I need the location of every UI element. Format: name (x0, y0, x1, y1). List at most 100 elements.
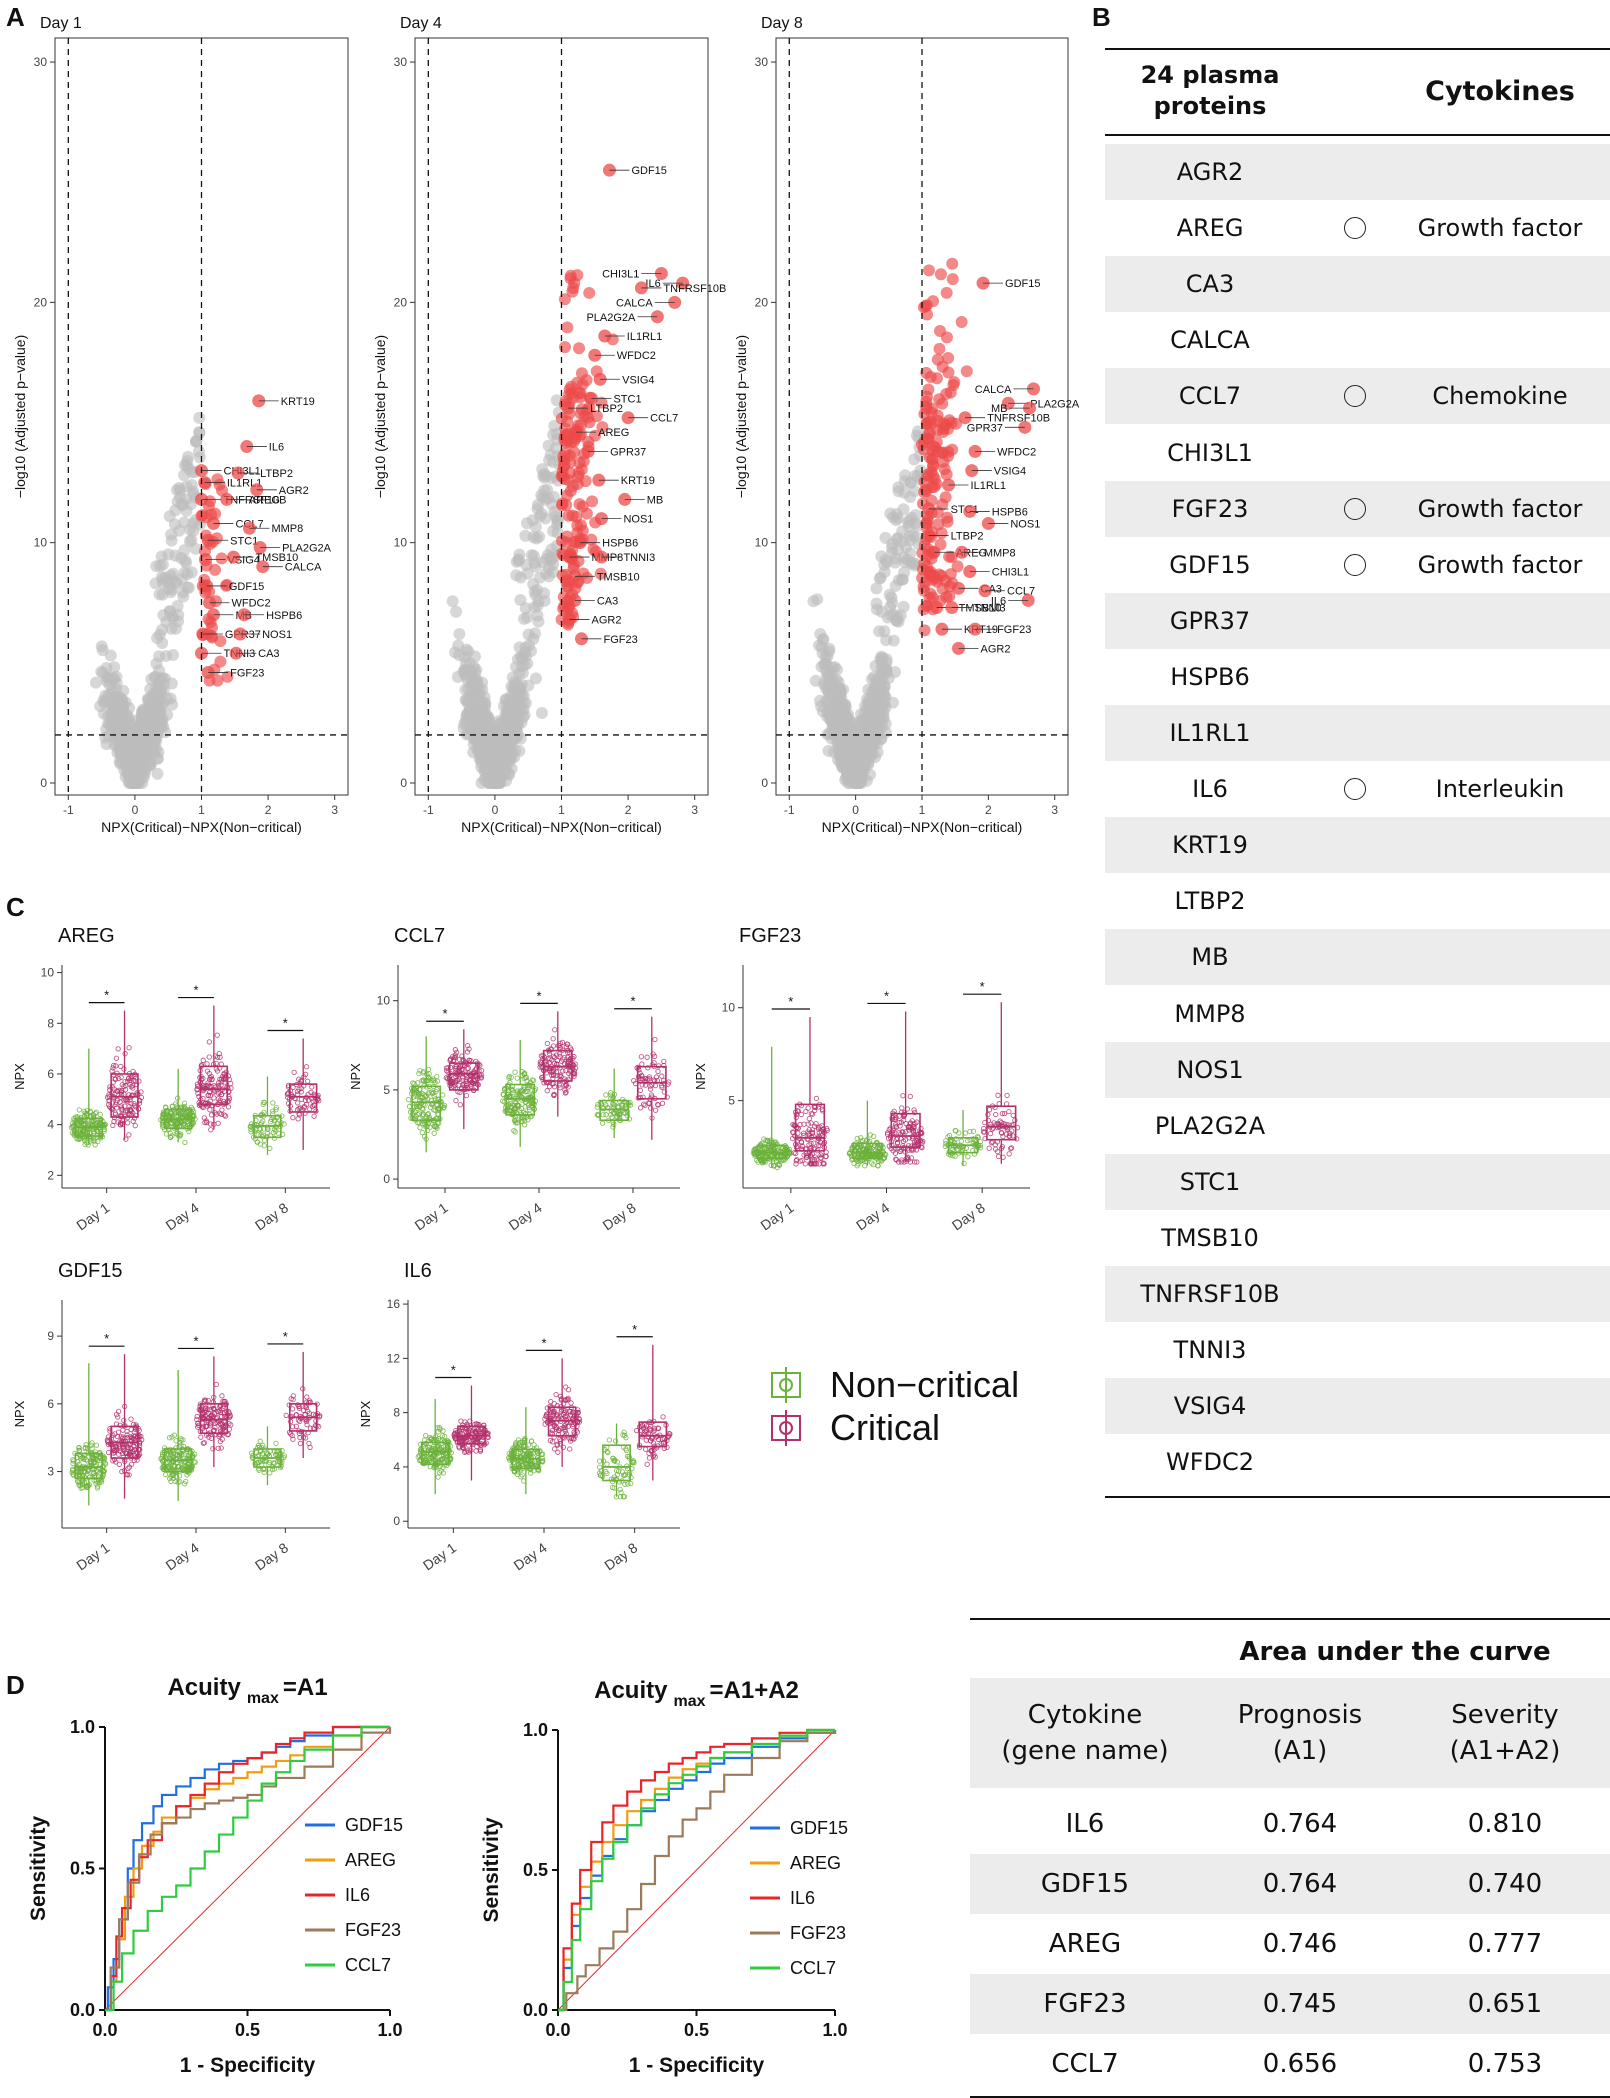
background-point (186, 566, 198, 578)
background-point (884, 589, 896, 601)
data-point (638, 1106, 642, 1110)
data-point (453, 1047, 457, 1051)
significant-point (923, 264, 935, 276)
y-tick-label: 0 (400, 776, 407, 790)
data-point (220, 1108, 224, 1112)
background-point (518, 613, 530, 625)
data-point (417, 1071, 421, 1075)
significant-point (940, 491, 952, 503)
significant-point (919, 624, 931, 636)
significant-point (561, 321, 573, 333)
background-point (892, 532, 904, 544)
point-label: WFDC2 (231, 598, 270, 610)
background-point (167, 649, 179, 661)
data-point (656, 1069, 660, 1073)
background-point (469, 650, 481, 662)
point-label: HSPB6 (266, 610, 302, 622)
background-point (838, 735, 850, 747)
y-tick-label: 0 (383, 1172, 390, 1186)
background-point (130, 777, 142, 789)
background-point (905, 476, 917, 488)
background-point (510, 569, 522, 581)
data-point (604, 1093, 608, 1097)
background-point (873, 625, 885, 637)
data-point (201, 1058, 205, 1062)
background-point (541, 484, 553, 496)
point-label: CCL7 (650, 413, 678, 425)
x-tick-label: 2 (625, 803, 632, 817)
y-tick-label: 10 (722, 1001, 736, 1015)
data-point (116, 1047, 120, 1051)
y-tick-label: 0 (40, 776, 47, 790)
y-tick-label: 10 (41, 966, 55, 980)
data-point (545, 1041, 549, 1045)
x-tick-label: Day 4 (163, 1199, 202, 1233)
y-axis-label: −log10 (Adjusted p−value) (372, 335, 388, 498)
significant-point (564, 449, 576, 461)
significance-star: * (104, 988, 109, 1003)
y-tick-label: 2 (47, 1168, 54, 1182)
point-label: MMP8 (984, 547, 1016, 559)
background-point (816, 641, 828, 653)
data-point (127, 1046, 131, 1050)
y-tick-label: 5 (728, 1094, 735, 1108)
background-point (898, 601, 910, 613)
point-label: LTBP2 (260, 468, 293, 480)
x-tick-label: 1 (198, 803, 205, 817)
significant-point (918, 603, 930, 615)
background-point (162, 575, 174, 587)
background-point (173, 525, 185, 537)
significant-point (952, 560, 964, 572)
significant-point (946, 258, 958, 270)
background-point (184, 535, 196, 547)
point-label: WFDC2 (997, 446, 1036, 458)
background-point (469, 692, 481, 704)
background-point (903, 514, 915, 526)
point-label: VSIG4 (994, 466, 1026, 478)
data-point (214, 1061, 218, 1065)
y-axis-label: −log10 (Adjusted p−value) (733, 335, 749, 498)
background-point (519, 530, 531, 542)
data-point (292, 1070, 296, 1074)
data-point (296, 1117, 300, 1121)
background-point (193, 412, 205, 424)
data-point (639, 1055, 643, 1059)
volcano-0: Day 1KRT19IL6CHI3L1LTBP2IL1RL1AGR2TNFRSF… (12, 15, 348, 835)
data-point (547, 1084, 551, 1088)
data-point (183, 1140, 187, 1144)
background-point (90, 677, 102, 689)
x-axis-label: NPX(Critical)−NPX(Non−critical) (461, 819, 662, 835)
point-label: FGF23 (230, 667, 264, 679)
data-point (464, 1093, 468, 1097)
significant-point (919, 576, 931, 588)
x-tick-label: Day 1 (412, 1199, 451, 1233)
background-point (158, 684, 170, 696)
background-point (161, 709, 173, 721)
background-point (829, 661, 841, 673)
significant-point (573, 342, 585, 354)
point-label: LTBP2 (590, 403, 623, 415)
point-label: CA3 (597, 595, 618, 607)
significant-point (558, 434, 570, 446)
background-point (841, 716, 853, 728)
background-point (500, 694, 512, 706)
background-point (538, 587, 550, 599)
background-point (891, 508, 903, 520)
significant-point (561, 415, 573, 427)
background-point (471, 678, 483, 690)
background-point (450, 606, 462, 618)
point-label: MMP8 (271, 523, 303, 535)
background-point (487, 735, 499, 747)
significant-point (935, 268, 947, 280)
significant-point (932, 409, 944, 421)
background-point (881, 556, 893, 568)
background-point (531, 503, 543, 515)
data-point (653, 1037, 657, 1041)
data-point (515, 1076, 519, 1080)
background-point (150, 560, 162, 572)
background-point (151, 752, 163, 764)
data-point (271, 1101, 275, 1105)
x-tick-label: 1 (558, 803, 565, 817)
background-point (101, 671, 113, 683)
significant-point (558, 461, 570, 473)
